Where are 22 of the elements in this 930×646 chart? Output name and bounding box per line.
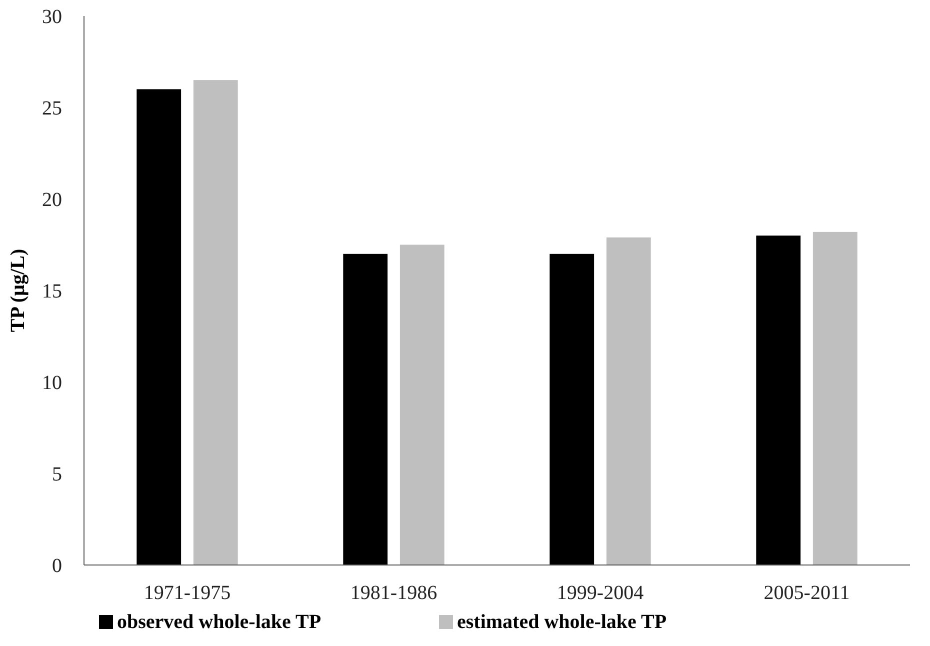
legend-label: observed whole-lake TP	[117, 611, 322, 633]
bar	[136, 89, 182, 565]
x-tick-label: 1999-2004	[556, 582, 644, 604]
bar	[756, 236, 801, 565]
y-axis-title: TP (µg/L)	[7, 248, 29, 332]
x-tick-label: 1971-1975	[144, 582, 231, 604]
bar	[193, 80, 238, 565]
bar	[812, 232, 858, 565]
bar	[550, 254, 594, 565]
bar	[606, 237, 651, 565]
y-tick-label: 10	[42, 372, 62, 394]
y-tick-label: 5	[52, 464, 62, 486]
y-tick-label: 0	[52, 555, 62, 577]
y-tick-label: 15	[42, 280, 62, 302]
legend-label: estimated whole-lake TP	[457, 611, 667, 633]
y-tick-label: 30	[42, 6, 62, 28]
x-tick-label: 1981-1986	[350, 582, 438, 604]
x-tick-label: 2005-2011	[764, 582, 850, 604]
y-tick-label: 20	[42, 189, 62, 211]
bar	[400, 244, 444, 565]
y-tick-label: 25	[42, 98, 62, 120]
bar	[343, 254, 388, 565]
